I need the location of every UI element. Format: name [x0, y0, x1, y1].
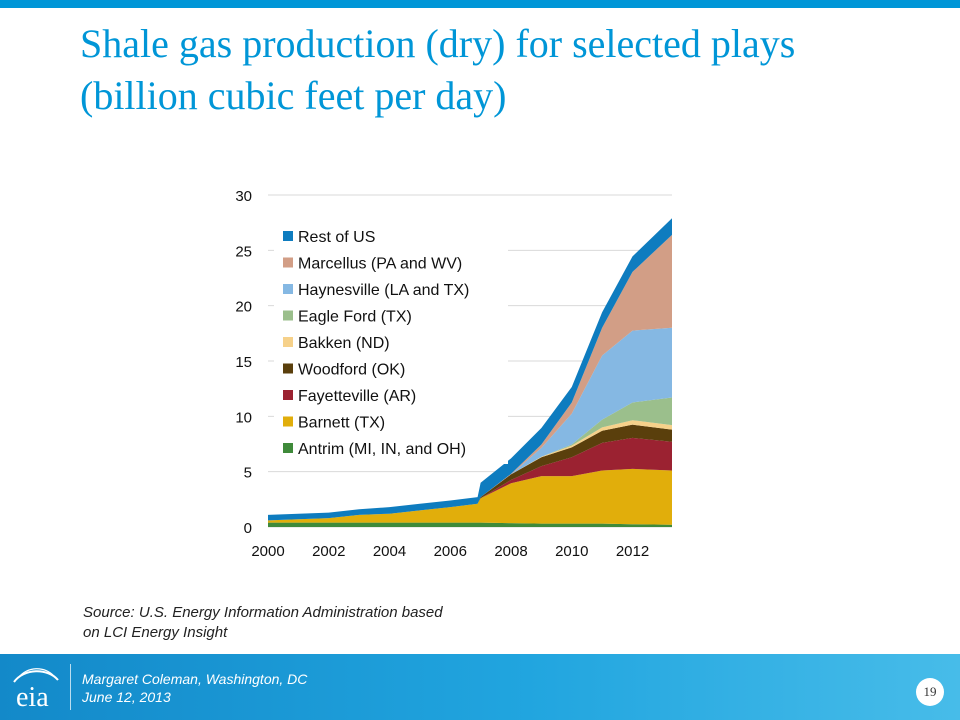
legend-swatch-3 — [283, 363, 293, 374]
y-tick-label: 25 — [235, 243, 252, 260]
legend-label-6: Haynesville (LA and TX) — [298, 282, 469, 299]
eia-logo-text: eia — [16, 682, 49, 712]
legend-label-0: Antrim (MI, IN, and OH) — [298, 441, 466, 458]
source-note: Source: U.S. Energy Information Administ… — [83, 603, 553, 643]
presentation-date: June 12, 2013 — [82, 689, 171, 705]
stacked-area-chart: 0 5 10 15 20 25 30 2000 2002 2004 2006 2008 2010 2012… — [235, 188, 672, 560]
legend-swatch-6 — [283, 284, 293, 294]
slide-title-line2: (billion cubic feet per day) — [80, 73, 507, 118]
x-tick-label: 2004 — [373, 543, 406, 560]
page-number: 19 — [916, 678, 944, 706]
area-series-6 — [268, 327, 672, 521]
legend-label-7: Marcellus (PA and WV) — [298, 256, 462, 273]
y-tick-label: 10 — [235, 409, 252, 426]
x-tick-label: 2010 — [555, 543, 588, 560]
presenter-info: Margaret Coleman, Washington, DC June 12… — [82, 670, 307, 706]
top-accent-bar — [0, 0, 960, 8]
footer-bar: eia Margaret Coleman, Washington, DC Jun… — [0, 654, 960, 720]
y-tick-label: 15 — [235, 354, 252, 371]
legend-swatch-8 — [283, 231, 293, 241]
x-tick-label: 2012 — [616, 543, 649, 560]
legend-swatch-0 — [283, 443, 293, 453]
presenter-name: Margaret Coleman, Washington, DC — [82, 671, 308, 687]
y-tick-label: 20 — [235, 299, 252, 316]
area-series-2 — [268, 437, 672, 521]
source-line1: Source: U.S. Energy Information Administ… — [83, 604, 443, 621]
slide-title: Shale gas production (dry) for selected … — [80, 18, 920, 122]
legend-label-4: Bakken (ND) — [298, 335, 390, 352]
legend-label-5: Eagle Ford (TX) — [298, 309, 412, 326]
area-series-5 — [268, 397, 672, 521]
legend-box — [274, 220, 508, 464]
y-tick-label: 30 — [235, 188, 252, 205]
legend-label-1: Barnett (TX) — [298, 415, 385, 432]
legend-label-8: Rest of US — [298, 229, 375, 246]
x-tick-label: 2000 — [251, 543, 284, 560]
legend-swatch-1 — [283, 416, 293, 427]
eia-logo-mark: eia — [13, 668, 59, 713]
y-tick-label: 0 — [244, 520, 252, 537]
legend-swatch-4 — [283, 337, 293, 347]
x-tick-label: 2006 — [434, 543, 467, 560]
y-tick-label: 5 — [244, 465, 252, 482]
legend-swatch-2 — [283, 390, 293, 400]
legend-label-3: Woodford (OK) — [298, 362, 405, 379]
eia-logo: eia — [8, 662, 64, 713]
area-series-3 — [268, 424, 672, 521]
footer-divider — [70, 664, 71, 710]
source-line2: on LCI Energy Insight — [83, 624, 228, 641]
area-series-1 — [268, 468, 672, 525]
legend-swatch-7 — [283, 257, 293, 268]
legend-label-2: Fayetteville (AR) — [298, 388, 416, 405]
legend-swatch-5 — [283, 310, 293, 321]
x-tick-label: 2008 — [494, 543, 527, 560]
x-tick-label: 2002 — [312, 543, 345, 560]
slide-title-line1: Shale gas production (dry) for selected … — [80, 21, 796, 66]
